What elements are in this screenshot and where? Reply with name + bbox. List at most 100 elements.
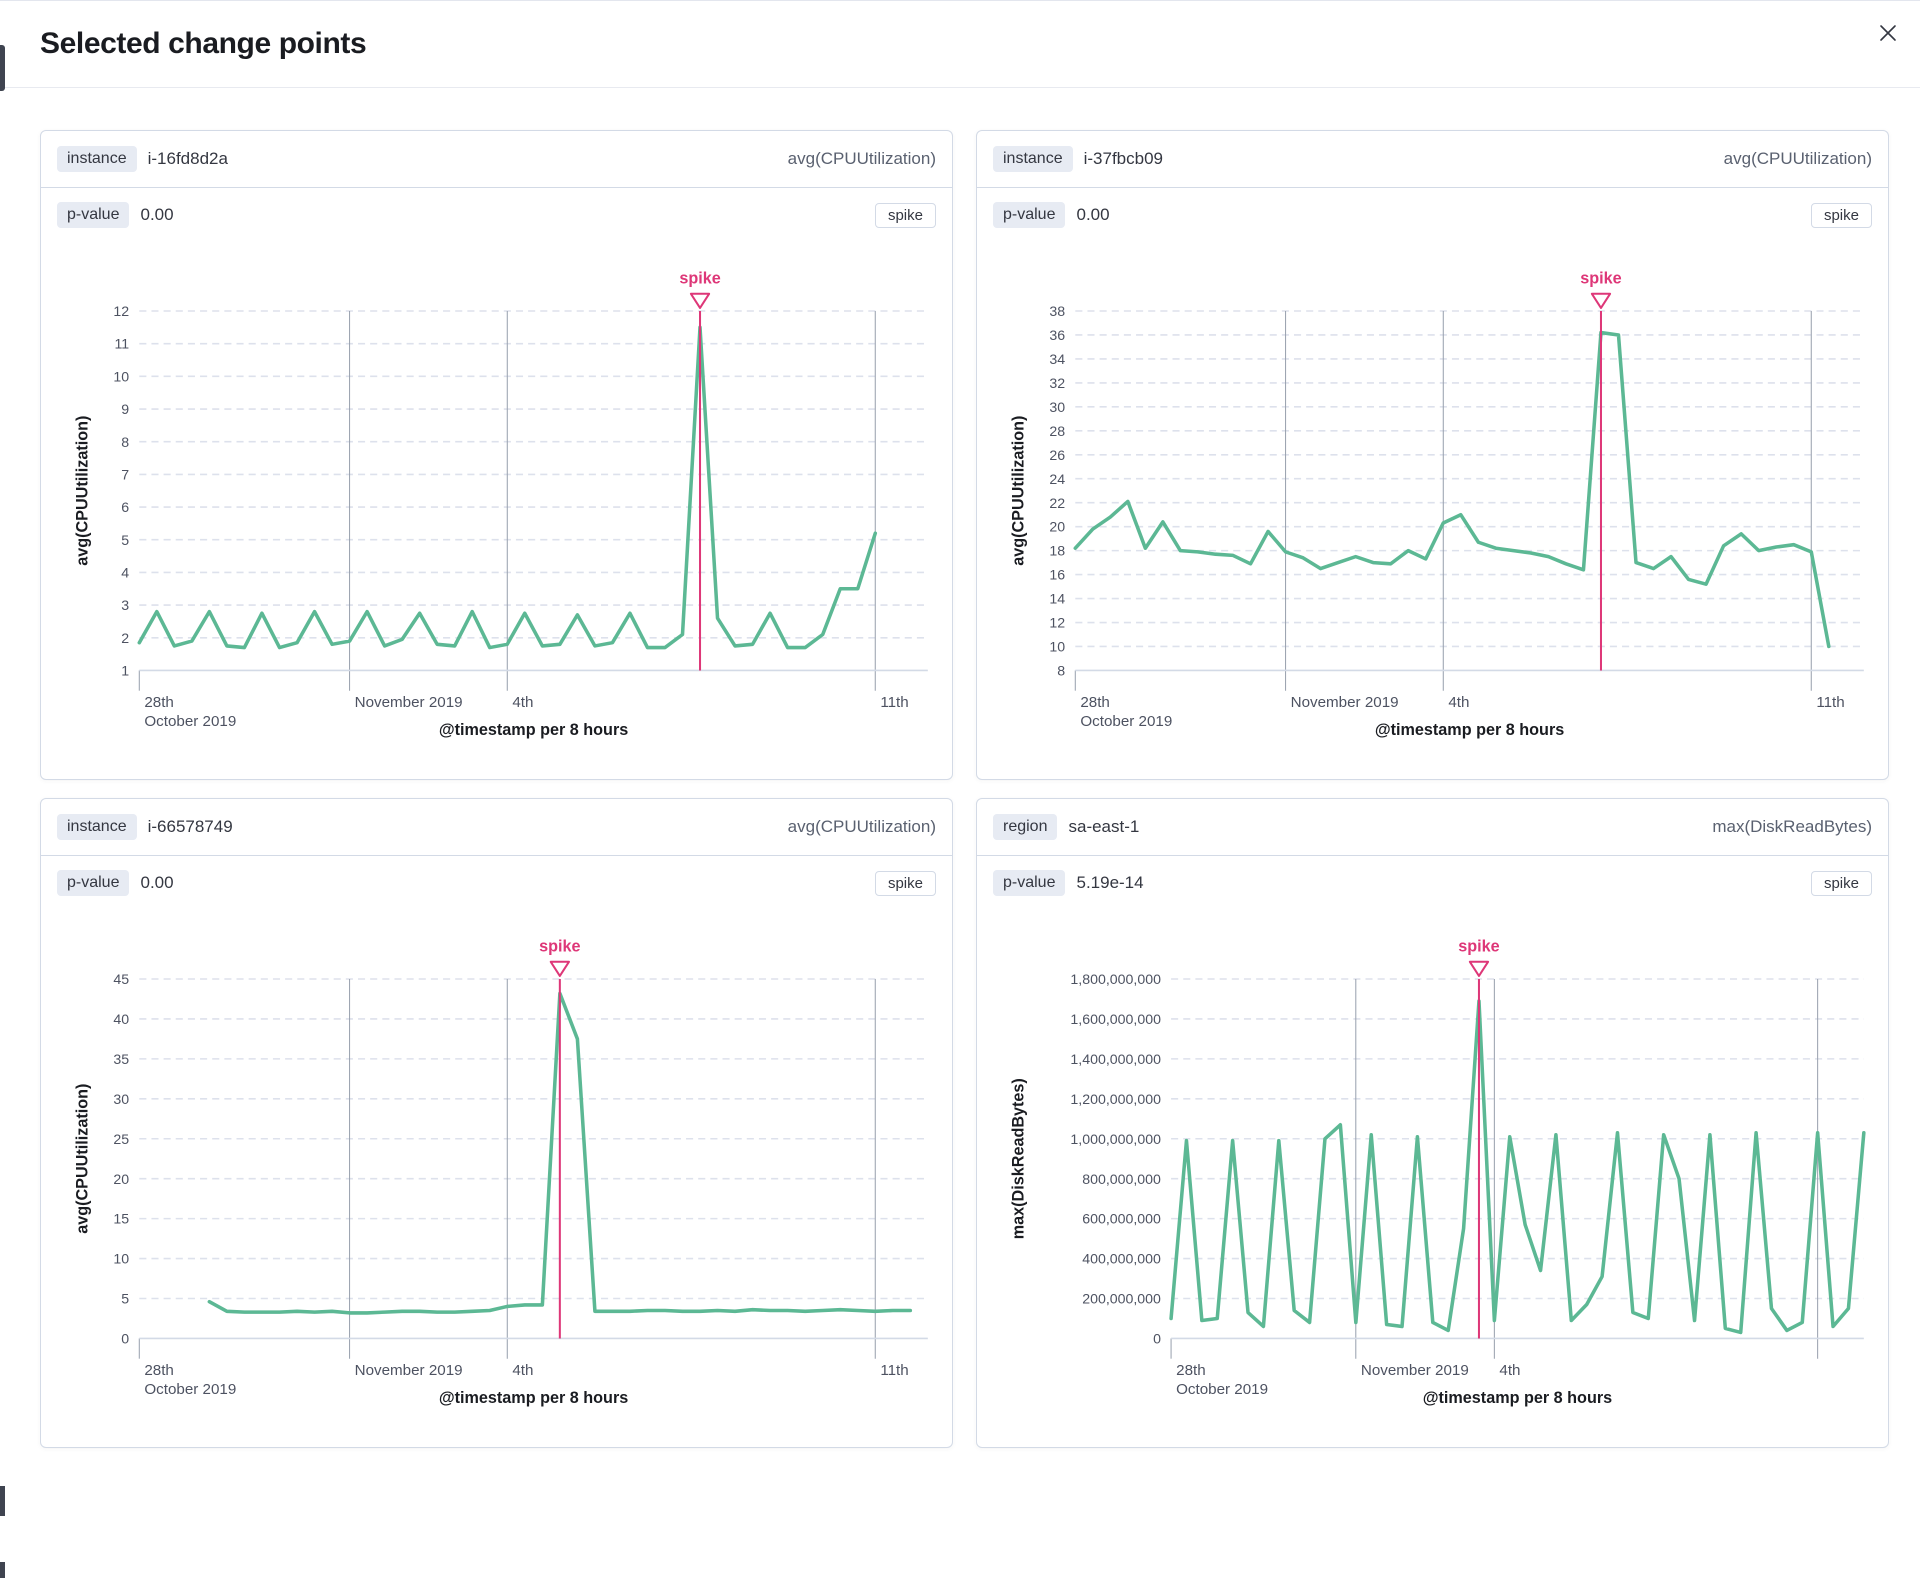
y-tick-label: 7 [121,467,129,483]
x-tick-label: November 2019 [355,1362,463,1379]
y-tick-label: 8 [121,435,129,451]
x-tick-label: 11th [1816,694,1844,711]
change-point-chart: 0 5 10 15 20 25 30 35 40 45 28th October 2019 Novemb… [41,896,952,1417]
metric-label: avg(CPUUtilization) [787,149,936,168]
y-tick-label: 16 [1049,568,1065,584]
change-type-badge: spike [1810,870,1872,896]
x-tick-label: 4th [512,1362,533,1379]
x-tick-label: 4th [1448,694,1469,711]
y-tick-label: 1,800,000,000 [1070,972,1161,988]
y-tick-label: 600,000,000 [1082,1212,1161,1228]
y-tick-label: 6 [121,500,129,516]
y-tick-label: 2 [121,631,129,647]
background-app-edge [0,1562,5,1578]
y-tick-label: 9 [121,402,129,418]
p-value-badge: p-value [993,202,1066,228]
x-tick-label: November 2019 [1361,1362,1469,1379]
field-name-badge: instance [57,146,137,172]
y-tick-label: 32 [1049,376,1065,392]
y-tick-label: 1 [121,664,129,680]
y-tick-label: 8 [1057,664,1065,680]
spike-annotation-label: spike [1458,938,1499,956]
x-axis-title: @timestamp per 8 hours [439,1389,628,1407]
close-icon [1878,23,1898,43]
x-axis-title: @timestamp per 8 hours [439,721,628,739]
spike-annotation-marker [549,960,570,977]
card-header: instance i-16fd8d2a avg(CPUUtilization) [41,131,952,188]
spike-annotation-label: spike [1580,270,1621,288]
change-point-chart: 0 200,000,000 400,000,000 600,000,000 800,00… [977,896,1888,1417]
x-tick-label: 4th [1499,1362,1520,1379]
p-value-badge: p-value [993,870,1066,896]
change-point-card: instance i-66578749 avg(CPUUtilization) … [40,798,953,1448]
y-tick-label: 4 [121,565,129,581]
y-tick-label: 34 [1049,352,1065,368]
field-name-badge: instance [57,814,137,840]
x-tick-label: 28th [144,1362,174,1379]
card-subheader: p-value 0.00 spike [977,188,1888,228]
change-point-card: instance i-37fbcb09 avg(CPUUtilization) … [976,130,1889,780]
x-tick-label: October 2019 [1080,713,1172,730]
y-tick-label: 30 [113,1092,129,1108]
close-button[interactable] [1874,19,1902,47]
x-tick-label: 4th [512,694,533,711]
chart-line [137,325,878,650]
y-tick-label: 25 [113,1132,129,1148]
background-app-edge [0,45,5,91]
y-tick-label: 40 [113,1012,129,1028]
change-points-grid: instance i-16fd8d2a avg(CPUUtilization) … [0,88,1920,1448]
spike-annotation-marker [1468,960,1490,977]
spike-annotation-label: spike [679,270,720,288]
y-tick-label: 28 [1049,424,1065,440]
y-axis-title: avg(CPUUtilization) [1009,416,1027,566]
p-value: 0.00 [140,205,174,224]
y-tick-label: 14 [1049,592,1065,608]
line-chart: 0 5 10 15 20 25 30 35 40 45 28th October 2019 Novemb… [73,938,928,1407]
y-tick-label: 10 [1049,640,1065,656]
x-tick-label: November 2019 [1291,694,1399,711]
x-tick-label: 28th [144,694,174,711]
line-chart: 8 10 12 14 16 18 20 22 24 26 28 30 32 34 36 38 28th Octob… [1009,270,1864,739]
y-tick-label: 200,000,000 [1082,1292,1161,1308]
x-axis-title: @timestamp per 8 hours [1375,721,1564,739]
modal-title: Selected change points [40,27,367,60]
background-app-edge [0,1486,5,1516]
line-chart: 0 200,000,000 400,000,000 600,000,000 800,00… [1009,938,1866,1407]
chart-line [1073,330,1831,649]
field-value: i-16fd8d2a [147,149,228,168]
change-point-card: region sa-east-1 max(DiskReadBytes) p-va… [976,798,1889,1448]
spike-annotation-label: spike [539,938,580,956]
field-value: i-66578749 [147,817,233,836]
metric-label: max(DiskReadBytes) [1712,817,1872,836]
y-tick-label: 24 [1049,472,1065,488]
y-tick-label: 22 [1049,496,1065,512]
y-tick-label: 36 [1049,328,1065,344]
x-tick-label: 11th [880,694,908,711]
p-value: 5.19e-14 [1076,873,1144,892]
y-tick-label: 1,000,000,000 [1070,1132,1161,1148]
y-tick-label: 26 [1049,448,1065,464]
y-tick-label: 400,000,000 [1082,1252,1161,1268]
card-subheader: p-value 5.19e-14 spike [977,856,1888,896]
x-tick-label: October 2019 [1176,1381,1268,1398]
change-type-badge: spike [874,870,936,896]
p-value: 0.00 [140,873,174,892]
y-tick-label: 0 [1153,1332,1161,1348]
x-tick-label: November 2019 [355,694,463,711]
y-tick-label: 30 [1049,400,1065,416]
change-point-card: instance i-16fd8d2a avg(CPUUtilization) … [40,130,953,780]
card-header: instance i-66578749 avg(CPUUtilization) [41,799,952,856]
change-type-badge: spike [1810,202,1872,228]
y-tick-label: 20 [113,1172,129,1188]
y-tick-label: 10 [113,369,129,385]
y-tick-label: 45 [113,972,129,988]
y-axis-title: avg(CPUUtilization) [73,416,91,566]
y-tick-label: 15 [113,1212,129,1228]
change-point-chart: 1 2 3 4 5 6 7 8 9 10 11 12 28th October 2019 November … [41,228,952,749]
x-tick-label: 11th [880,1362,908,1379]
field-name-badge: instance [993,146,1073,172]
y-tick-label: 3 [121,598,129,614]
x-tick-label: October 2019 [144,713,236,730]
chart-line [1169,999,1866,1335]
